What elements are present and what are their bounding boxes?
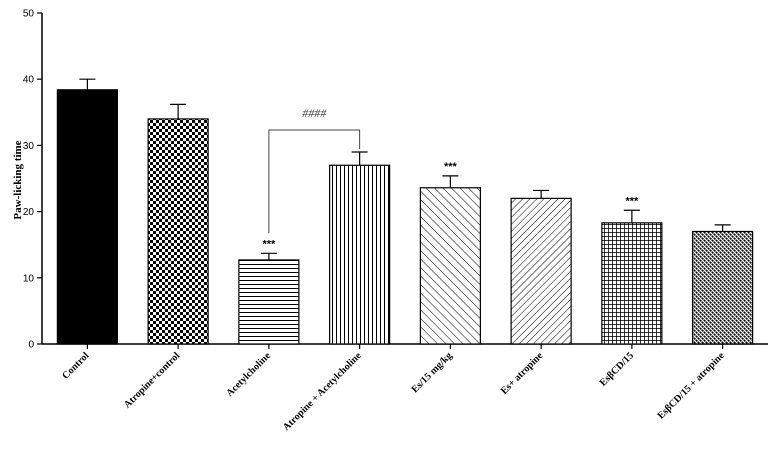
y-tick-label: 0 bbox=[28, 340, 34, 351]
y-tick-label: 40 bbox=[23, 75, 35, 86]
y-tick-label: 30 bbox=[23, 141, 35, 152]
y-tick-label: 10 bbox=[23, 273, 35, 284]
x-tick-label: Acetylcholine bbox=[224, 350, 273, 399]
y-axis-label: Paw-licking time bbox=[12, 140, 24, 219]
x-tick-label: Es+ atropine bbox=[499, 350, 546, 397]
bars bbox=[56, 78, 754, 345]
annotations: *** *** *** #### bbox=[262, 106, 639, 250]
bar bbox=[56, 89, 118, 345]
bar bbox=[419, 187, 481, 345]
bar bbox=[329, 164, 391, 345]
x-tick-label: EsβCD/15 bbox=[598, 350, 636, 388]
x-tick-label: Es/15 mg/kg bbox=[410, 350, 455, 395]
x-tick-label: EsβCD/15 + atropine bbox=[656, 350, 728, 422]
significance-marker: *** bbox=[444, 161, 458, 173]
bar bbox=[601, 222, 663, 345]
bar bbox=[510, 197, 572, 345]
x-tick-label: Atropine+control bbox=[122, 350, 182, 410]
y-tick-label: 20 bbox=[23, 207, 35, 218]
bar bbox=[692, 230, 754, 345]
bar bbox=[238, 259, 300, 345]
comparison-bracket bbox=[268, 129, 361, 234]
x-axis: Control Atropine+control Acetylcholine Atro… bbox=[42, 343, 768, 433]
y-tick-label: 50 bbox=[23, 9, 35, 20]
significance-marker: *** bbox=[625, 195, 639, 207]
x-tick-label: Control bbox=[60, 350, 91, 381]
significance-marker: *** bbox=[262, 238, 276, 250]
bar bbox=[147, 118, 209, 345]
x-tick-label: Atropine + Acetylcholine bbox=[281, 350, 364, 433]
y-axis: 0 10 20 30 40 50 bbox=[23, 9, 43, 351]
bracket-label: #### bbox=[302, 106, 327, 120]
